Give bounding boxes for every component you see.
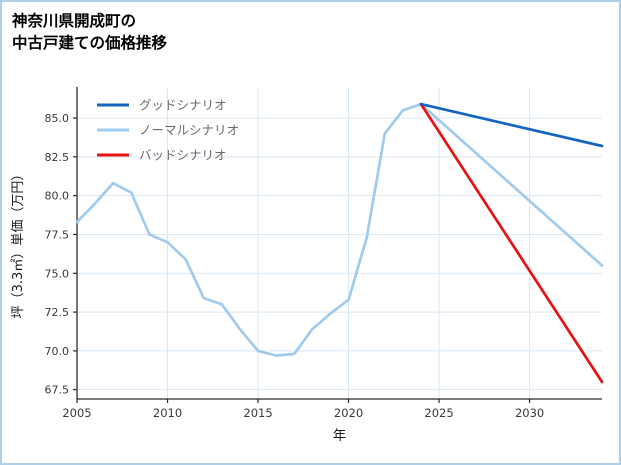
series-line-normal-scenario [75,102,604,357]
x-tick-label: 2015 [243,406,272,420]
y-tick-label: 67.5 [45,384,70,397]
series-line-bad-scenario [419,102,604,384]
y-tick-label: 85.0 [45,112,70,125]
legend-label-bad-scenario: バッドシナリオ [139,148,227,163]
legend-label-good-scenario: グッドシナリオ [139,98,227,113]
chart-title: 神奈川県開成町の 中古戸建ての価格推移 [12,10,167,55]
x-tick-label: 2020 [334,406,363,420]
legend-label-normal-scenario: ノーマルシナリオ [139,123,239,138]
x-tick-label: 2005 [62,406,91,420]
y-axis-label: 坪（3.3㎡）単価（万円） [10,168,26,319]
legend-item: バッドシナリオ [97,148,227,163]
y-tick-label: 75.0 [45,267,70,280]
y-tick-label: 77.5 [45,228,70,241]
x-tick-label: 2010 [153,406,182,420]
y-tick-label: 72.5 [45,306,70,319]
chart-title-line-1: 神奈川県開成町の [12,12,137,30]
x-tick-label: 2030 [515,406,544,420]
y-tick-label: 82.5 [45,151,70,164]
x-tick-label: 2025 [424,406,453,420]
legend-item: ノーマルシナリオ [97,123,239,138]
y-tick-label: 70.0 [45,345,70,358]
x-axis-label: 年 [333,428,347,444]
legend-item: グッドシナリオ [97,98,227,113]
series-line-good-scenario [419,102,604,148]
y-tick-label: 80.0 [45,190,70,203]
chart-title-line-2: 中古戸建ての価格推移 [12,34,168,53]
